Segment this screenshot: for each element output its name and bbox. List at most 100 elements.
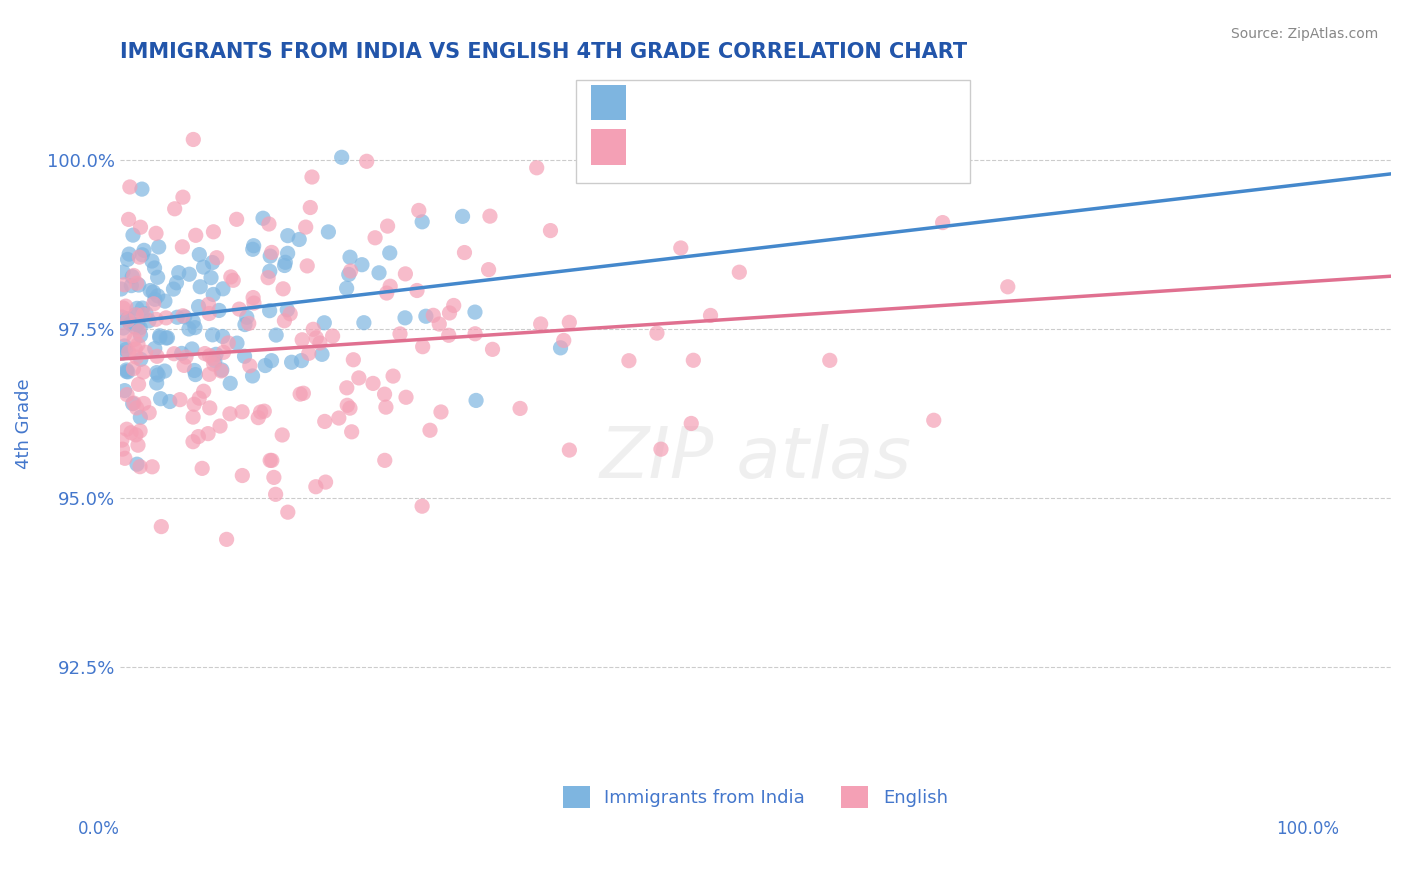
Point [406,284,429,298]
Point [142,297,165,311]
Point [219,407,242,421]
Point [155,310,177,325]
Point [155,331,177,345]
Point [314,316,336,330]
Point [200,270,222,285]
Point [163,347,186,361]
Point [419,423,441,437]
Text: Source: ZipAtlas.com: Source: ZipAtlas.com [1230,27,1378,41]
Point [922,413,945,427]
Point [699,309,721,323]
Point [257,270,280,285]
Point [187,429,209,443]
Point [257,217,280,231]
Point [135,307,157,321]
Point [198,306,221,320]
Point [112,277,135,292]
Point [247,410,270,425]
Point [305,331,328,345]
Point [260,353,283,368]
Point [395,390,418,404]
Point [131,248,153,262]
Point [110,282,132,296]
Point [131,301,153,315]
Point [509,401,531,416]
Point [430,405,453,419]
Point [120,425,142,440]
Point [153,364,176,378]
Point [422,309,444,323]
Point [291,333,314,347]
Point [181,410,204,425]
Point [617,353,640,368]
Point [146,270,169,285]
Point [125,277,148,291]
Point [337,268,360,282]
Point [202,287,225,301]
Point [681,417,703,431]
Point [558,443,581,458]
Point [118,345,141,359]
Point [201,327,224,342]
Point [264,328,287,343]
Point [188,279,211,293]
Point [728,265,751,279]
Point [437,328,460,343]
Point [117,311,139,326]
Point [364,231,387,245]
Point [205,347,228,361]
Point [318,225,340,239]
Point [117,252,139,267]
Point [201,255,224,269]
Point [374,453,396,467]
Point [145,227,167,241]
Point [481,343,503,357]
Point [183,397,205,411]
Point [173,359,195,373]
Point [156,331,179,345]
Point [242,242,264,256]
Point [380,279,402,293]
Point [197,426,219,441]
Text: ZIP atlas: ZIP atlas [599,424,911,492]
Point [129,328,152,343]
Point [377,219,399,233]
Point [451,210,474,224]
Point [374,387,396,401]
Point [443,298,465,312]
Point [465,393,488,408]
Point [172,309,194,323]
Point [228,302,250,317]
Point [292,386,315,401]
Point [201,351,224,366]
Point [117,212,139,227]
Point [146,368,169,382]
Point [193,260,215,274]
Point [153,294,176,309]
Point [336,281,359,295]
Point [181,314,204,328]
Point [117,313,139,327]
Point [253,404,276,418]
Point [298,346,321,360]
Point [145,312,167,326]
Point [299,201,322,215]
Point [219,269,242,284]
Point [148,240,170,254]
Point [297,259,319,273]
Point [124,320,146,334]
Point [339,264,361,278]
Point [132,396,155,410]
Point [231,405,253,419]
Point [129,352,152,367]
Point [388,326,411,341]
Point [356,154,378,169]
Point [271,428,294,442]
Point [301,169,323,184]
Point [242,238,264,252]
Point [374,400,396,414]
Point [368,266,391,280]
Point [288,387,311,401]
Point [121,269,143,284]
Point [276,302,298,317]
